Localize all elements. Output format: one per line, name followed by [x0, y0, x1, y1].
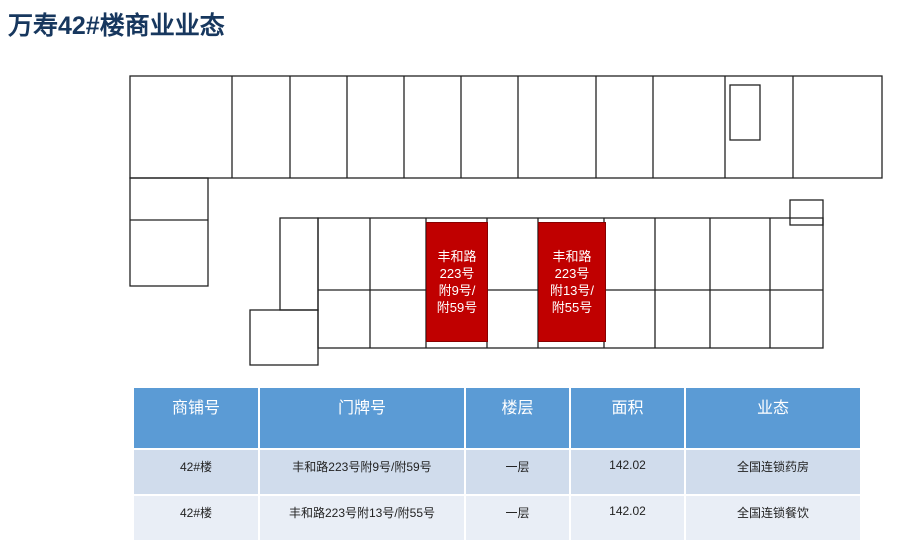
cell: 丰和路223号附13号/附55号 [259, 494, 466, 540]
table-row: 42#楼 丰和路223号附9号/附59号 一层 142.02 全国连锁药房 [134, 448, 862, 495]
table-row: 42#楼 丰和路223号附13号/附55号 一层 142.02 全国连锁餐饮 [134, 494, 862, 540]
cell: 42#楼 [134, 494, 260, 540]
cell: 一层 [465, 448, 571, 495]
cell: 全国连锁餐饮 [685, 494, 862, 540]
lower-block [249, 199, 824, 366]
shop-table: 商铺号 门牌号 楼层 面积 业态 42#楼 丰和路223号附9号/附59号 一层… [134, 388, 862, 540]
cell: 142.02 [570, 494, 686, 540]
upper-block [129, 75, 883, 179]
page-title: 万寿42#楼商业业态 [8, 12, 225, 40]
col-area: 面积 [570, 388, 686, 449]
table-header: 商铺号 门牌号 楼层 面积 业态 [134, 388, 862, 449]
cell: 全国连锁药房 [685, 448, 862, 495]
shop-highlight-1[interactable]: 丰和路 223号 附9号/ 附59号 [426, 222, 488, 342]
cell: 142.02 [570, 448, 686, 495]
col-business: 业态 [685, 388, 862, 449]
cell: 一层 [465, 494, 571, 540]
shop-highlight-2[interactable]: 丰和路 223号 附13号/ 附55号 [538, 222, 606, 342]
left-wing [129, 177, 209, 287]
col-shop-no: 商铺号 [134, 388, 260, 449]
cell: 丰和路223号附9号/附59号 [259, 448, 466, 495]
col-address: 门牌号 [259, 388, 466, 449]
cell: 42#楼 [134, 448, 260, 495]
col-floor: 楼层 [465, 388, 571, 449]
